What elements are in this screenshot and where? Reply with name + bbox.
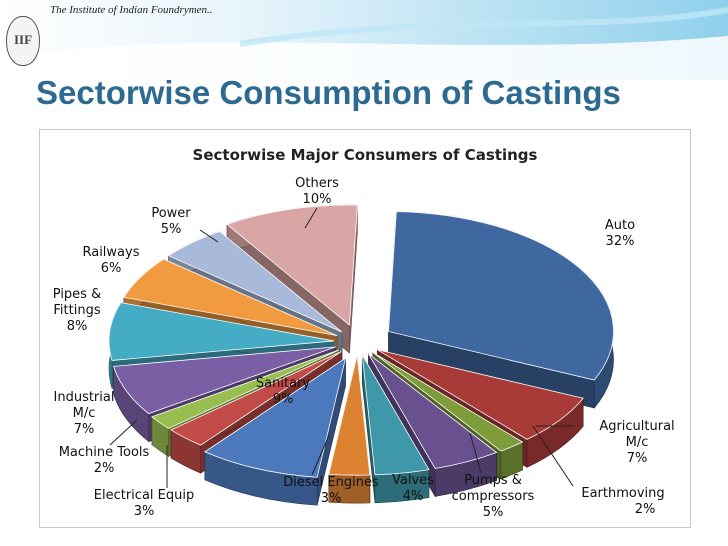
slice-agricultural-m-c xyxy=(377,349,584,440)
label-text: Others xyxy=(295,176,339,191)
slice-railways xyxy=(123,258,338,336)
label-text: Railways xyxy=(82,245,140,260)
label-value: 9% xyxy=(272,392,294,407)
label-text: Machine Tools xyxy=(58,445,150,460)
data-label-power: Power 5% xyxy=(136,206,206,238)
data-label-pipes-fittings: Pipes & Fittings 8% xyxy=(42,287,112,335)
label-text: Valves xyxy=(392,473,434,488)
slice-tops xyxy=(108,204,614,478)
label-value: 2% xyxy=(93,461,115,476)
slice-industrial-m-c xyxy=(113,346,336,415)
label-value: 7% xyxy=(73,422,95,437)
slice-valves xyxy=(361,354,430,476)
slice-others xyxy=(226,204,358,326)
data-label-electrical-equip: Electrical Equip 3% xyxy=(80,488,208,520)
data-label-machine-tools: Machine Tools 2% xyxy=(44,445,164,477)
label-text: Auto xyxy=(604,218,636,233)
data-label-auto: Auto 32% xyxy=(585,218,655,250)
leader-line-others xyxy=(304,207,318,229)
label-value: 10% xyxy=(302,192,332,207)
label-text: Diesel Engines xyxy=(283,475,379,490)
label-text: Power xyxy=(151,206,191,221)
chart-title: Sectorwise Major Consumers of Castings xyxy=(192,146,538,164)
data-label-earthmoving: Earthmoving 2% xyxy=(564,486,682,518)
banner-swoosh xyxy=(0,0,728,80)
label-text: Earthmoving xyxy=(581,486,665,501)
label-value: 8% xyxy=(66,319,88,334)
data-label-valves: Valves 4% xyxy=(385,473,441,505)
label-value: 5% xyxy=(482,505,504,520)
label-text: Electrical Equip xyxy=(93,488,195,503)
leader-line-earthmoving xyxy=(532,425,574,487)
data-label-industrial-m-c: Industrial M/c 7% xyxy=(44,390,124,438)
label-text: Pumps & compressors xyxy=(451,473,535,504)
leader-line-diesel-engines xyxy=(311,434,330,476)
label-text: Pipes & Fittings xyxy=(52,287,102,318)
slide-title: Sectorwise Consumption of Castings xyxy=(36,74,621,111)
leader-line-pumps-compressors xyxy=(469,432,482,474)
label-value: 32% xyxy=(605,234,635,249)
label-value: 4% xyxy=(402,489,424,504)
data-label-diesel-engines: Diesel Engines 3% xyxy=(276,475,386,507)
data-label-agricultural-m-c: Agricultural M/c 7% xyxy=(587,419,687,467)
label-value: 3% xyxy=(133,504,155,519)
slice-sanitary xyxy=(203,357,347,478)
label-text: Agricultural M/c xyxy=(599,419,675,450)
pie-chart-svg xyxy=(108,204,614,506)
slice-electrical-equip xyxy=(170,351,342,446)
label-value: 5% xyxy=(160,222,182,237)
slice-earthmoving xyxy=(372,352,524,452)
slice-power xyxy=(167,230,343,333)
header-banner: The Institute of Indian Foundrymen.. IIF xyxy=(0,0,728,80)
institute-logo: IIF xyxy=(6,16,40,66)
label-value: 6% xyxy=(100,261,122,276)
label-text: Sanitary xyxy=(255,376,311,391)
slice-pipes-fittings xyxy=(108,302,335,361)
slice-auto xyxy=(388,211,614,381)
slice-pumps-compressors xyxy=(368,353,498,469)
leader-line-power xyxy=(199,229,219,243)
label-value: 3% xyxy=(320,491,342,506)
data-label-sanitary: Sanitary 9% xyxy=(244,376,322,408)
slice-diesel-engines xyxy=(328,355,371,476)
data-label-others: Others 10% xyxy=(278,176,356,208)
label-value: 7% xyxy=(626,451,648,466)
pie-chart: Sectorwise Major Consumers of Castings A… xyxy=(39,129,691,528)
label-text: Industrial M/c xyxy=(53,390,115,421)
data-label-pumps-compressors: Pumps & compressors 5% xyxy=(438,473,548,521)
leader-line-machine-tools xyxy=(109,419,138,446)
logo-text: IIF xyxy=(13,32,33,47)
label-value: 2% xyxy=(634,502,656,517)
slice-machine-tools xyxy=(151,349,340,429)
org-name: The Institute of Indian Foundrymen.. xyxy=(50,4,213,16)
data-label-railways: Railways 6% xyxy=(71,245,151,277)
